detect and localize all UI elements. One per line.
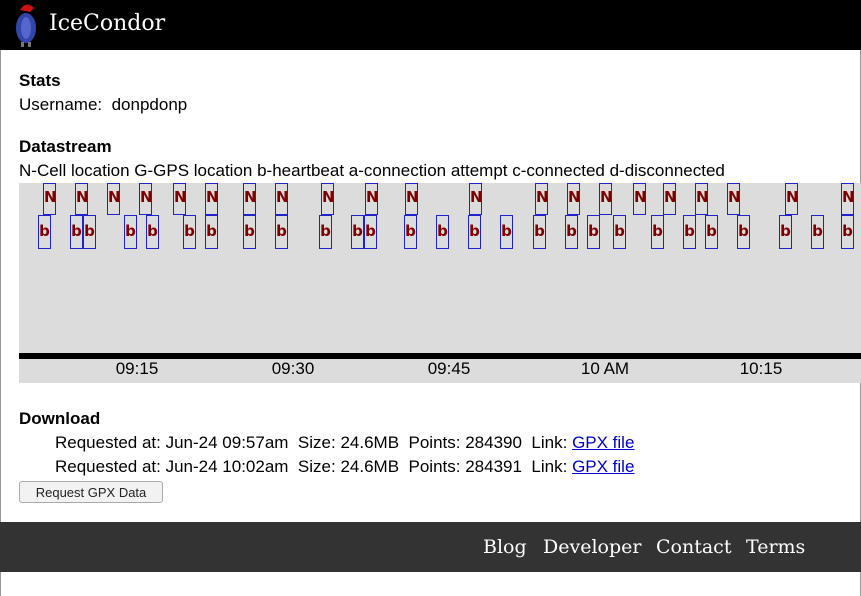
cell-location-mark: N: [469, 183, 483, 215]
footer-link-blog[interactable]: Blog: [483, 536, 527, 558]
requested-label: Requested at:: [55, 433, 161, 452]
cell-location-mark: N: [43, 183, 57, 215]
heartbeat-mark: b: [779, 215, 792, 249]
footer-link-terms[interactable]: Terms: [746, 536, 806, 558]
heartbeat-mark: b: [500, 215, 513, 249]
heartbeat-mark: b: [275, 215, 288, 249]
size-label: Size:: [297, 433, 336, 452]
cell-location-mark: N: [663, 183, 677, 215]
cell-location-mark: N: [535, 183, 549, 215]
points-value: 284391: [465, 457, 522, 476]
cell-location-mark: N: [365, 183, 379, 215]
heartbeat-mark: b: [404, 215, 417, 249]
requested-label: Requested at:: [55, 457, 161, 476]
footer-link-developer[interactable]: Developer: [543, 536, 642, 558]
heartbeat-mark: b: [613, 215, 626, 249]
heartbeat-mark: b: [38, 215, 51, 249]
download-row: Requested at: Jun-24 09:57am Size: 24.6M…: [55, 433, 634, 453]
cell-location-mark: N: [173, 183, 187, 215]
cell-location-mark: N: [139, 183, 153, 215]
cell-location-mark: N: [205, 183, 219, 215]
cell-location-mark: N: [785, 183, 799, 215]
heartbeat-mark: b: [841, 215, 854, 249]
username-value: donpdonp: [111, 95, 188, 114]
heartbeat-mark: b: [183, 215, 196, 249]
username-label: Username:: [19, 95, 103, 114]
cell-location-mark: N: [599, 183, 613, 215]
cell-location-mark: N: [727, 183, 741, 215]
heartbeat-mark: b: [436, 215, 449, 249]
cell-location-mark: N: [567, 183, 581, 215]
heartbeat-mark: b: [651, 215, 664, 249]
link-label: Link:: [531, 457, 568, 476]
cell-location-mark: N: [243, 183, 257, 215]
heartbeat-mark: b: [124, 215, 137, 249]
heartbeat-mark: b: [351, 215, 364, 249]
cell-location-mark: N: [841, 183, 855, 215]
size-label: Size:: [297, 457, 336, 476]
footer-link-contact[interactable]: Contact: [656, 536, 732, 558]
heartbeat-mark: b: [533, 215, 546, 249]
download-heading: Download: [19, 409, 101, 428]
username-row: Username: donpdonp: [19, 95, 187, 115]
cell-location-mark: N: [275, 183, 289, 215]
requested-value: Jun-24 09:57am: [165, 433, 289, 452]
heartbeat-mark: b: [468, 215, 481, 249]
time-tick-label: 10:15: [739, 359, 783, 378]
heartbeat-mark: b: [319, 215, 332, 249]
size-value: 24.6MB: [340, 457, 400, 476]
heartbeat-mark: b: [587, 215, 600, 249]
cell-location-mark: N: [633, 183, 647, 215]
site-header: IceCondor: [0, 0, 861, 50]
stats-heading: Stats: [19, 71, 61, 90]
gpx-file-link[interactable]: GPX file: [572, 457, 635, 476]
heartbeat-mark: b: [705, 215, 718, 249]
download-row: Requested at: Jun-24 10:02am Size: 24.6M…: [55, 457, 634, 477]
heartbeat-mark: b: [83, 215, 96, 249]
heartbeat-mark: b: [70, 215, 83, 249]
heartbeat-mark: b: [737, 215, 750, 249]
datastream-legend: N-Cell location G-GPS location b-heartbe…: [19, 161, 725, 180]
cell-location-mark: N: [695, 183, 709, 215]
points-label: Points:: [408, 433, 461, 452]
heartbeat-mark: b: [811, 215, 824, 249]
cell-location-mark: N: [107, 183, 121, 215]
heartbeat-mark: b: [364, 215, 377, 249]
timeline-axis: [19, 353, 861, 359]
time-tick-label: 09:45: [427, 359, 471, 378]
points-label: Points:: [408, 457, 461, 476]
cell-location-mark: N: [321, 183, 335, 215]
heartbeat-mark: b: [243, 215, 256, 249]
link-label: Link:: [531, 433, 568, 452]
heartbeat-mark: b: [205, 215, 218, 249]
gpx-file-link[interactable]: GPX file: [572, 433, 635, 452]
cell-location-mark: N: [405, 183, 419, 215]
time-tick-label: 09:15: [115, 359, 159, 378]
heartbeat-mark: b: [683, 215, 696, 249]
heartbeat-mark: b: [565, 215, 578, 249]
cell-location-mark: N: [75, 183, 89, 215]
points-value: 284390: [465, 433, 522, 452]
request-gpx-button[interactable]: Request GPX Data: [19, 481, 163, 503]
time-tick-label: 09:30: [271, 359, 315, 378]
requested-value: Jun-24 10:02am: [165, 457, 289, 476]
site-title[interactable]: IceCondor: [49, 11, 166, 36]
size-value: 24.6MB: [340, 433, 400, 452]
heartbeat-mark: b: [146, 215, 159, 249]
condor-logo-icon[interactable]: [12, 2, 40, 48]
datastream-heading: Datastream: [19, 137, 112, 156]
site-footer: Blog Developer Contact Terms: [0, 522, 861, 572]
time-tick-label: 10 AM: [580, 359, 630, 378]
